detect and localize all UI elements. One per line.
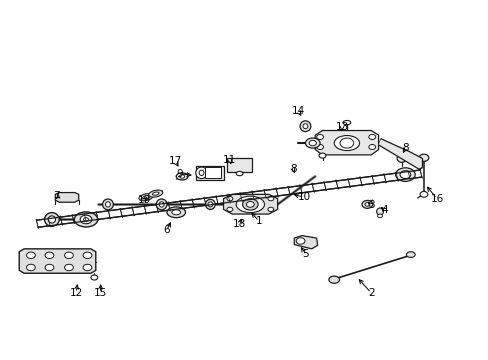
Ellipse shape [226, 197, 232, 201]
Ellipse shape [176, 173, 187, 180]
Text: 12: 12 [69, 288, 83, 298]
Ellipse shape [399, 171, 410, 179]
Ellipse shape [364, 203, 369, 206]
Text: 9: 9 [176, 168, 183, 179]
Ellipse shape [236, 171, 243, 176]
Ellipse shape [166, 207, 185, 218]
Text: 7: 7 [53, 191, 60, 201]
Ellipse shape [395, 168, 414, 181]
Ellipse shape [64, 252, 73, 258]
Ellipse shape [45, 252, 54, 258]
Ellipse shape [328, 276, 339, 283]
Ellipse shape [242, 199, 258, 210]
Text: 17: 17 [168, 156, 182, 166]
Ellipse shape [199, 170, 203, 176]
Ellipse shape [83, 264, 92, 271]
Ellipse shape [142, 195, 149, 199]
Polygon shape [55, 193, 79, 202]
Text: 14: 14 [291, 106, 304, 116]
Ellipse shape [195, 167, 207, 179]
Ellipse shape [64, 264, 73, 271]
Ellipse shape [105, 202, 110, 207]
Ellipse shape [159, 202, 163, 207]
Ellipse shape [267, 197, 273, 201]
Ellipse shape [83, 218, 88, 221]
Text: 3: 3 [367, 200, 374, 210]
Ellipse shape [333, 135, 359, 150]
Text: 2: 2 [367, 288, 374, 298]
Polygon shape [315, 131, 378, 155]
Ellipse shape [74, 212, 98, 227]
Ellipse shape [377, 214, 382, 218]
Ellipse shape [91, 275, 98, 280]
Ellipse shape [308, 140, 316, 146]
Ellipse shape [319, 153, 325, 158]
Ellipse shape [303, 124, 307, 129]
Ellipse shape [300, 121, 310, 132]
Ellipse shape [207, 202, 212, 207]
Ellipse shape [148, 190, 163, 197]
Ellipse shape [226, 207, 232, 212]
Text: 8: 8 [401, 143, 408, 153]
Ellipse shape [44, 213, 59, 226]
Text: 5: 5 [302, 248, 308, 258]
Ellipse shape [48, 216, 56, 223]
Ellipse shape [152, 192, 159, 195]
Ellipse shape [179, 175, 184, 178]
Text: 4: 4 [381, 206, 387, 216]
Polygon shape [19, 249, 96, 273]
Ellipse shape [316, 134, 323, 139]
Ellipse shape [171, 210, 180, 215]
Text: 16: 16 [429, 194, 443, 204]
Bar [226, 158, 252, 172]
Ellipse shape [83, 252, 92, 258]
Ellipse shape [396, 154, 405, 162]
Ellipse shape [419, 192, 427, 197]
Ellipse shape [418, 154, 428, 161]
Ellipse shape [80, 215, 92, 224]
Bar [195, 166, 224, 180]
Ellipse shape [139, 194, 153, 201]
Text: 19: 19 [138, 195, 151, 205]
Polygon shape [378, 139, 422, 169]
Ellipse shape [406, 252, 414, 257]
Ellipse shape [316, 144, 323, 149]
Ellipse shape [267, 207, 273, 212]
Ellipse shape [339, 138, 353, 148]
Ellipse shape [246, 202, 254, 207]
Ellipse shape [305, 138, 320, 148]
Polygon shape [223, 194, 277, 214]
Text: 15: 15 [94, 288, 107, 298]
Text: 13: 13 [335, 122, 348, 132]
Text: 18: 18 [232, 219, 246, 229]
Ellipse shape [236, 196, 264, 213]
Ellipse shape [45, 264, 54, 271]
Text: 10: 10 [297, 192, 310, 202]
Ellipse shape [368, 134, 375, 139]
Text: 1: 1 [255, 216, 262, 226]
Ellipse shape [376, 208, 383, 215]
Polygon shape [294, 235, 317, 249]
Text: 11: 11 [223, 155, 236, 165]
Ellipse shape [342, 121, 350, 125]
Text: 8: 8 [289, 164, 296, 174]
Ellipse shape [296, 238, 305, 244]
Ellipse shape [26, 264, 35, 271]
Ellipse shape [26, 252, 35, 258]
Ellipse shape [205, 199, 215, 210]
Ellipse shape [102, 199, 113, 210]
Ellipse shape [156, 199, 166, 210]
Text: 6: 6 [163, 225, 169, 235]
Ellipse shape [368, 144, 375, 149]
Bar [205, 167, 221, 178]
Ellipse shape [361, 201, 372, 208]
